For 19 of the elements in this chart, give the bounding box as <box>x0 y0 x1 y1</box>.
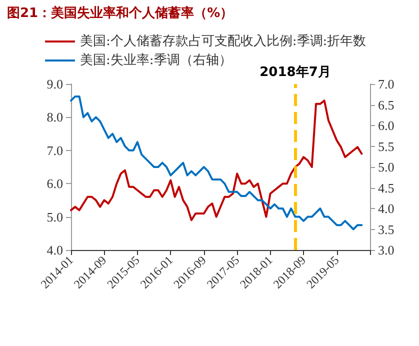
y2-tick-label: 3.5 <box>378 222 394 237</box>
y-tick-label: 9.0 <box>46 76 63 92</box>
y2-tick-label: 5.5 <box>378 138 394 154</box>
y2-tick-label: 4.0 <box>378 201 394 216</box>
y2-tick-label: 7.0 <box>378 76 394 92</box>
y-tick-label: 7.0 <box>46 142 63 158</box>
chart-title: 图21：美国失业率和个人储蓄率（%） <box>7 5 234 21</box>
y-tick-label: 5.0 <box>46 209 63 224</box>
ref-line-label: 2018年7月 <box>260 65 331 80</box>
y-tick-label: 6.0 <box>46 176 63 192</box>
legend-label: 美国:失业率:季调（右轴） <box>80 52 232 68</box>
y2-tick-label: 6.0 <box>378 118 394 133</box>
y2-tick-label: 6.5 <box>378 97 394 112</box>
y2-tick-label: 4.5 <box>378 180 394 196</box>
y-tick-label: 8.0 <box>46 110 63 125</box>
y-tick-label: 4.0 <box>46 242 63 258</box>
y2-tick-label: 3.0 <box>378 242 394 258</box>
legend-label: 美国:个人储蓄存款占可支配收入比例:季调:折年数 <box>80 33 366 49</box>
y2-tick-label: 5.0 <box>378 160 394 174</box>
